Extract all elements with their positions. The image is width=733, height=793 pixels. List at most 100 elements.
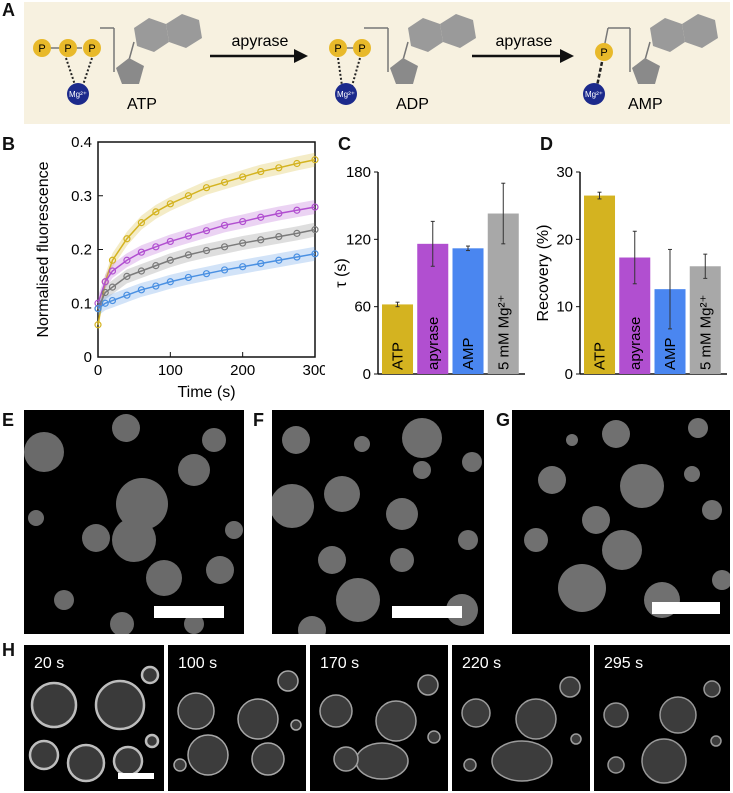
- droplet-image: [272, 418, 482, 634]
- category-label: AMP: [662, 337, 679, 370]
- scale-bar: [652, 602, 720, 614]
- scale-bar: [118, 773, 154, 779]
- y-axis-label: Recovery (%): [535, 225, 552, 322]
- data-point: [101, 299, 109, 307]
- category-label: apyrase: [425, 317, 442, 370]
- y-tick-label: 0.1: [71, 295, 92, 312]
- series-band: [98, 222, 315, 316]
- mg-label: Mg²⁺: [337, 90, 355, 99]
- data-point: [152, 208, 160, 216]
- series-line: [97, 253, 316, 310]
- data-point: [257, 236, 265, 244]
- data-point: [166, 237, 174, 246]
- fluorescence-recovery-chart: 0 0.1 0.2 0.3 0.4 0 100 200 300 Time (s) Normalise…: [35, 134, 325, 401]
- scale-bar: [154, 606, 224, 618]
- data-point: [311, 203, 319, 211]
- schematic-panel: P P P Mg²⁺ ATP apyrase P P: [24, 2, 730, 124]
- x-tick-label: 200: [230, 362, 255, 379]
- data-point: [152, 262, 160, 270]
- category-label: 5 mM Mg²⁺: [495, 295, 512, 370]
- category-label: 5 mM Mg²⁺: [697, 295, 714, 370]
- timestamp: 220 s: [462, 655, 502, 672]
- molecule-label-adp: ADP: [396, 96, 429, 113]
- phosphate-label: P: [334, 43, 341, 55]
- data-point: [202, 246, 211, 255]
- y-tick-label: 60: [354, 299, 371, 316]
- timestamp: 100 s: [178, 655, 218, 672]
- y-tick-label: 0: [565, 366, 573, 383]
- data-point: [311, 226, 319, 234]
- timelapse-frame-3: 170 s: [310, 645, 448, 791]
- y-tick-label: 0.3: [71, 188, 92, 205]
- data-point: [137, 267, 146, 275]
- phosphate-label: P: [88, 43, 95, 55]
- tau-bar-chart: 0 60 120 180 τ (s) ATP apyrase AMP 5 mM Mg²⁺: [333, 164, 525, 383]
- hydrolysis-schematic: P P P Mg²⁺ ATP apyrase P P: [33, 14, 718, 113]
- data-point: [166, 256, 174, 264]
- mg-label: Mg²⁺: [69, 90, 87, 99]
- panel-label-e: E: [2, 410, 15, 430]
- x-axis-label: Time (s): [177, 384, 235, 401]
- data-point: [202, 227, 211, 235]
- data-point: [123, 235, 131, 243]
- data-point: [152, 282, 160, 290]
- y-tick-label: 0.4: [71, 134, 92, 151]
- molecule-label-atp: ATP: [127, 96, 157, 113]
- atp-molecule: P P P Mg²⁺ ATP: [33, 14, 202, 113]
- timelapse-frame-1: 20 s: [24, 645, 164, 791]
- series-band: [98, 152, 315, 332]
- data-point: [137, 248, 146, 256]
- data-point: [275, 209, 283, 218]
- panel-label-g: G: [496, 410, 511, 430]
- data-point: [184, 273, 193, 282]
- x-tick-label: 300: [302, 362, 325, 379]
- frame-image: [461, 676, 582, 782]
- panel-label-d: D: [540, 134, 553, 154]
- data-point: [137, 219, 146, 227]
- data-point: [137, 286, 146, 294]
- y-tick-label: 0: [363, 366, 371, 383]
- data-point: [184, 192, 193, 200]
- data-point: [239, 173, 247, 181]
- data-point: [220, 178, 229, 186]
- panel-label-c: C: [338, 134, 351, 154]
- timelapse-frame-2: 100 s: [168, 645, 306, 791]
- micrograph-f: [272, 410, 484, 634]
- data-point: [257, 213, 265, 221]
- bar: [382, 304, 414, 374]
- timestamp: 170 s: [320, 655, 360, 672]
- data-point: [239, 263, 247, 271]
- data-point: [94, 321, 102, 329]
- frame-image: [319, 674, 441, 780]
- micrograph-e: [24, 410, 244, 634]
- data-point: [101, 288, 109, 297]
- y-tick-label: 20: [556, 231, 573, 248]
- timestamp: 20 s: [34, 655, 65, 672]
- data-point: [293, 206, 301, 214]
- y-tick-label: 0.2: [71, 242, 92, 259]
- x-tick-label: 100: [158, 362, 183, 379]
- y-tick-label: 30: [556, 164, 573, 181]
- phosphate-label: P: [38, 43, 45, 55]
- data-point: [220, 243, 229, 251]
- category-label: AMP: [460, 337, 477, 370]
- data-point: [123, 291, 131, 299]
- phosphate-label: P: [64, 43, 71, 55]
- timestamp: 295 s: [604, 655, 644, 672]
- data-point: [311, 156, 319, 164]
- y-axis-label: Normalised fluorescence: [35, 161, 52, 337]
- category-label: ATP: [592, 342, 609, 370]
- data-point: [123, 256, 131, 264]
- data-point: [257, 167, 265, 176]
- frame-image: [603, 680, 722, 784]
- y-tick-label: 120: [346, 231, 371, 248]
- enzyme-label-1: apyrase: [232, 33, 289, 50]
- panel-label-b: B: [2, 134, 15, 154]
- frame-image: [28, 665, 160, 783]
- panel-label-a: A: [2, 0, 15, 20]
- x-tick-label: 0: [94, 362, 102, 379]
- bar: [452, 248, 484, 374]
- data-point: [123, 272, 131, 280]
- y-tick-label: 180: [346, 164, 371, 181]
- enzyme-label-2: apyrase: [496, 33, 553, 50]
